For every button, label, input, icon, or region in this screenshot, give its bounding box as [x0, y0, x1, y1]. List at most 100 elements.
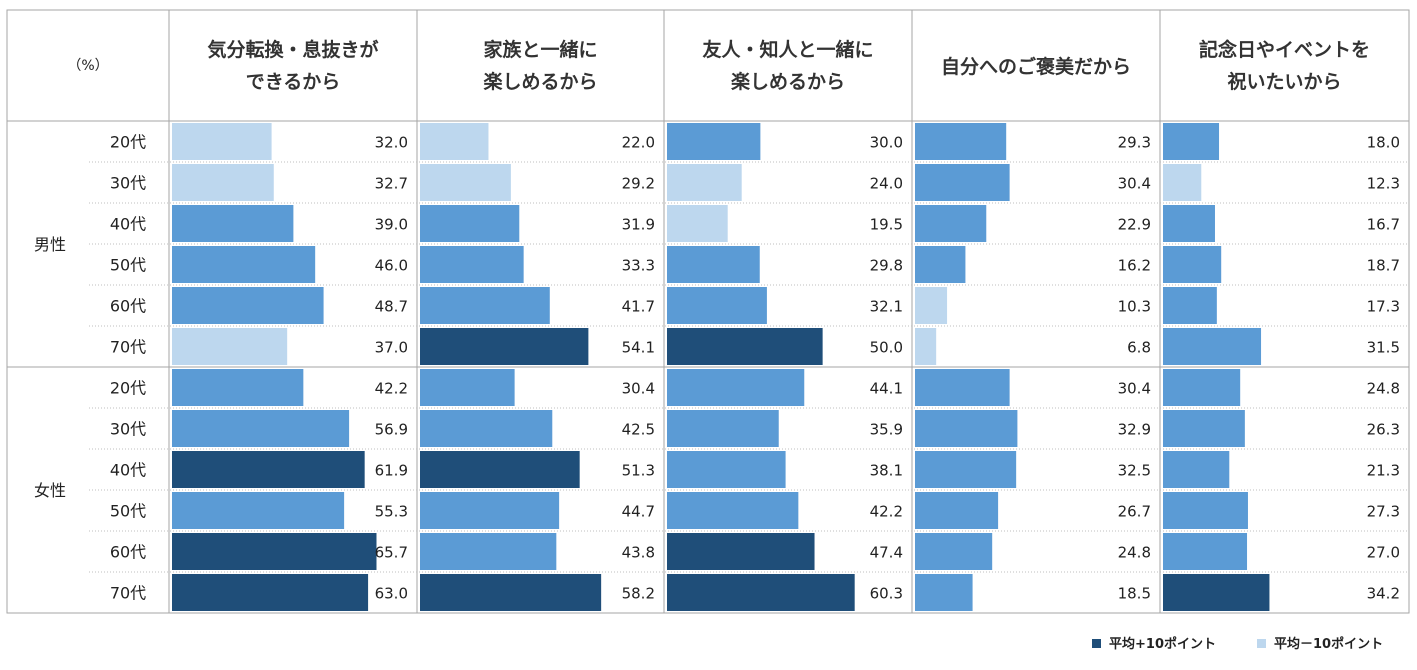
- bar: [420, 410, 553, 447]
- bar: [667, 492, 799, 529]
- bar: [667, 410, 779, 447]
- value-label: 29.3: [1118, 134, 1151, 152]
- bar: [172, 533, 377, 570]
- unit-label: （%）: [67, 58, 108, 74]
- bar: [172, 246, 316, 283]
- age-label: 30代: [110, 174, 146, 193]
- value-label: 16.2: [1118, 257, 1151, 275]
- bar: [667, 369, 805, 406]
- value-label: 65.7: [375, 544, 408, 562]
- value-label: 61.9: [375, 462, 408, 480]
- bar: [1163, 492, 1248, 529]
- bar: [1163, 123, 1220, 160]
- value-label: 58.2: [622, 585, 655, 603]
- value-label: 42.2: [870, 503, 903, 521]
- bar: [172, 492, 345, 529]
- bar: [420, 205, 520, 242]
- column-header-1: 気分転換・息抜きが: [207, 38, 378, 61]
- bar: [172, 123, 272, 160]
- bar: [1163, 369, 1241, 406]
- group-label: 女性: [34, 481, 66, 500]
- bar: [667, 451, 786, 488]
- value-label: 19.5: [870, 216, 903, 234]
- value-label: 12.3: [1367, 175, 1400, 193]
- bar: [1163, 451, 1230, 488]
- value-label: 30.4: [1118, 175, 1151, 193]
- bar: [172, 328, 288, 365]
- value-label: 51.3: [622, 462, 655, 480]
- bar: [420, 574, 602, 611]
- value-label: 50.0: [870, 339, 903, 357]
- legend-swatch: [1092, 639, 1101, 648]
- age-label: 40代: [110, 215, 146, 234]
- legend-label: 平均－10ポイント: [1274, 636, 1383, 652]
- bar: [420, 492, 560, 529]
- bar: [1163, 410, 1245, 447]
- column-header-1: できるから: [246, 71, 341, 93]
- value-label: 32.1: [870, 298, 903, 316]
- value-label: 47.4: [870, 544, 903, 562]
- value-label: 42.5: [622, 421, 655, 439]
- age-label: 60代: [110, 543, 146, 562]
- value-label: 43.8: [622, 544, 655, 562]
- value-label: 44.7: [622, 503, 655, 521]
- value-label: 46.0: [375, 257, 408, 275]
- value-label: 31.9: [622, 216, 655, 234]
- value-label: 18.5: [1118, 585, 1151, 603]
- column-header-2: 楽しめるから: [483, 70, 597, 93]
- value-label: 16.7: [1367, 216, 1400, 234]
- value-label: 10.3: [1118, 298, 1151, 316]
- bar: [667, 287, 767, 324]
- value-label: 29.2: [622, 175, 655, 193]
- bar: [1163, 328, 1262, 365]
- bar: [915, 410, 1018, 447]
- bar: [667, 246, 760, 283]
- column-header-3: 楽しめるから: [731, 70, 845, 93]
- bar: [420, 533, 557, 570]
- value-label: 21.3: [1367, 462, 1400, 480]
- bar: [1163, 287, 1217, 324]
- age-label: 40代: [110, 461, 146, 480]
- value-label: 63.0: [375, 585, 408, 603]
- bar: [172, 369, 304, 406]
- bar: [172, 410, 350, 447]
- bar: [1163, 164, 1202, 201]
- value-label: 26.3: [1367, 421, 1400, 439]
- bar: [420, 123, 489, 160]
- value-label: 44.1: [870, 380, 903, 398]
- bar: [420, 328, 589, 365]
- bar: [915, 164, 1010, 201]
- bar: [172, 574, 369, 611]
- bar: [1163, 533, 1248, 570]
- value-label: 32.9: [1118, 421, 1151, 439]
- age-label: 70代: [110, 584, 146, 603]
- value-label: 6.8: [1127, 339, 1151, 357]
- bar: [172, 287, 324, 324]
- value-label: 24.0: [870, 175, 903, 193]
- legend-label: 平均+10ポイント: [1109, 636, 1216, 652]
- bar: [667, 164, 742, 201]
- bar: [172, 205, 294, 242]
- value-label: 41.7: [622, 298, 655, 316]
- bar: [915, 369, 1010, 406]
- value-label: 39.0: [375, 216, 408, 234]
- bar: [1163, 205, 1215, 242]
- bar: [1163, 246, 1222, 283]
- value-label: 60.3: [870, 585, 903, 603]
- bar: [172, 451, 365, 488]
- age-label: 70代: [110, 338, 146, 357]
- value-label: 56.9: [375, 421, 408, 439]
- bar: [667, 574, 855, 611]
- value-label: 18.7: [1367, 257, 1400, 275]
- value-label: 18.0: [1367, 134, 1400, 152]
- bar: [915, 287, 948, 324]
- age-label: 50代: [110, 256, 146, 275]
- value-label: 30.4: [622, 380, 655, 398]
- age-label: 50代: [110, 502, 146, 521]
- bar: [915, 205, 987, 242]
- column-header-3: 友人・知人と一緒に: [702, 38, 873, 61]
- bar: [420, 246, 524, 283]
- value-label: 27.0: [1367, 544, 1400, 562]
- value-label: 31.5: [1367, 339, 1400, 357]
- bar: [667, 123, 761, 160]
